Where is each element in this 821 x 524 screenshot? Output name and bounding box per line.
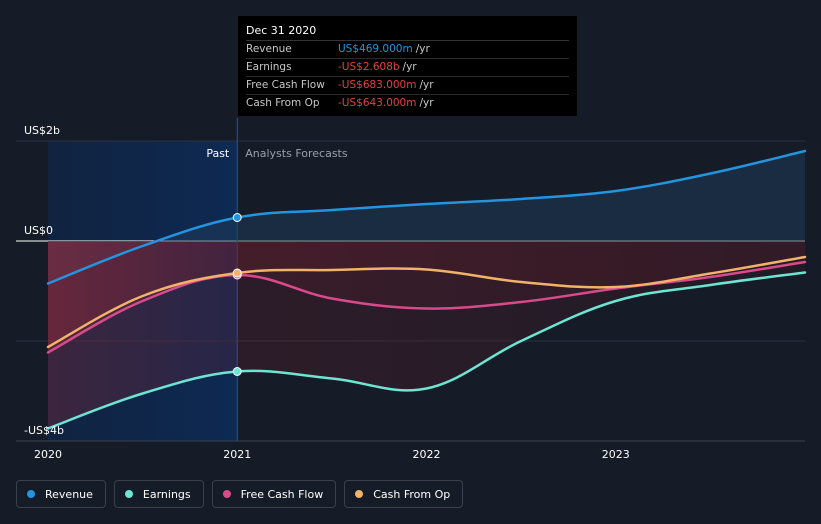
tooltip-label: Free Cash Flow [246, 79, 325, 91]
forecast-label: Analysts Forecasts [245, 147, 348, 160]
tooltip-value: -US$683.000m [338, 79, 417, 91]
series-line-earnings [46, 271, 807, 430]
x-tick-label: 2021 [223, 448, 251, 461]
tooltip-row-cash-from-op: Cash From Op -US$643.000m /yr [246, 95, 569, 112]
y-tick-label: US$0 [24, 224, 53, 237]
tooltip-label: Cash From Op [246, 97, 320, 109]
legend-label: Cash From Op [373, 487, 451, 501]
legend-item-revenue[interactable]: Revenue [16, 480, 106, 508]
legend: Revenue Earnings Free Cash Flow Cash Fro… [16, 480, 464, 508]
tooltip-row-earnings: Earnings -US$2.608b /yr [246, 59, 569, 77]
tooltip-row-free-cash-flow: Free Cash Flow -US$683.000m /yr [246, 77, 569, 95]
tooltip-unit: /yr [415, 43, 430, 55]
x-tick-label: 2022 [413, 448, 441, 461]
legend-label: Free Cash Flow [240, 487, 324, 501]
tooltip-date: Dec 31 2020 [246, 23, 569, 41]
legend-item-earnings[interactable]: Earnings [113, 480, 204, 508]
legend-label: Revenue [45, 487, 93, 501]
y-tick-label: US$2b [24, 124, 60, 137]
series-line-revenue [46, 149, 807, 285]
series-line-free-cash-flow [46, 260, 807, 354]
point-earnings [232, 367, 242, 376]
tooltip: Dec 31 2020 Revenue US$469.000m /yr Earn… [238, 16, 577, 116]
legend-dot [27, 490, 35, 498]
legend-label: Earnings [142, 487, 191, 501]
legend-dot [355, 490, 364, 498]
x-tick-label: 2020 [34, 448, 62, 461]
tooltip-unit: /yr [419, 97, 434, 109]
tooltip-row-revenue: Revenue US$469.000m /yr [246, 41, 569, 59]
revenue-area [48, 151, 805, 284]
tooltip-value: -US$643.000m [338, 97, 417, 109]
legend-dot [222, 490, 231, 498]
legend-dot [124, 490, 133, 498]
tooltip-label: Revenue [246, 43, 292, 55]
tooltip-value: -US$2.608b [338, 61, 400, 73]
legend-item-free-cash-flow[interactable]: Free Cash Flow [211, 480, 337, 508]
tooltip-unit: /yr [419, 79, 434, 91]
legend-item-cash-from-op[interactable]: Cash From Op [344, 480, 464, 508]
x-tick-label: 2023 [602, 448, 630, 461]
tooltip-unit: /yr [402, 61, 417, 73]
tooltip-label: Earnings [246, 61, 292, 73]
series-line-cash-from-op [46, 255, 807, 349]
y-tick-label: -US$4b [24, 424, 64, 437]
point-cash-from-op [232, 268, 242, 278]
past-label: Past [206, 147, 230, 160]
point-revenue [232, 213, 242, 222]
tooltip-value: US$469.000m [338, 43, 413, 55]
